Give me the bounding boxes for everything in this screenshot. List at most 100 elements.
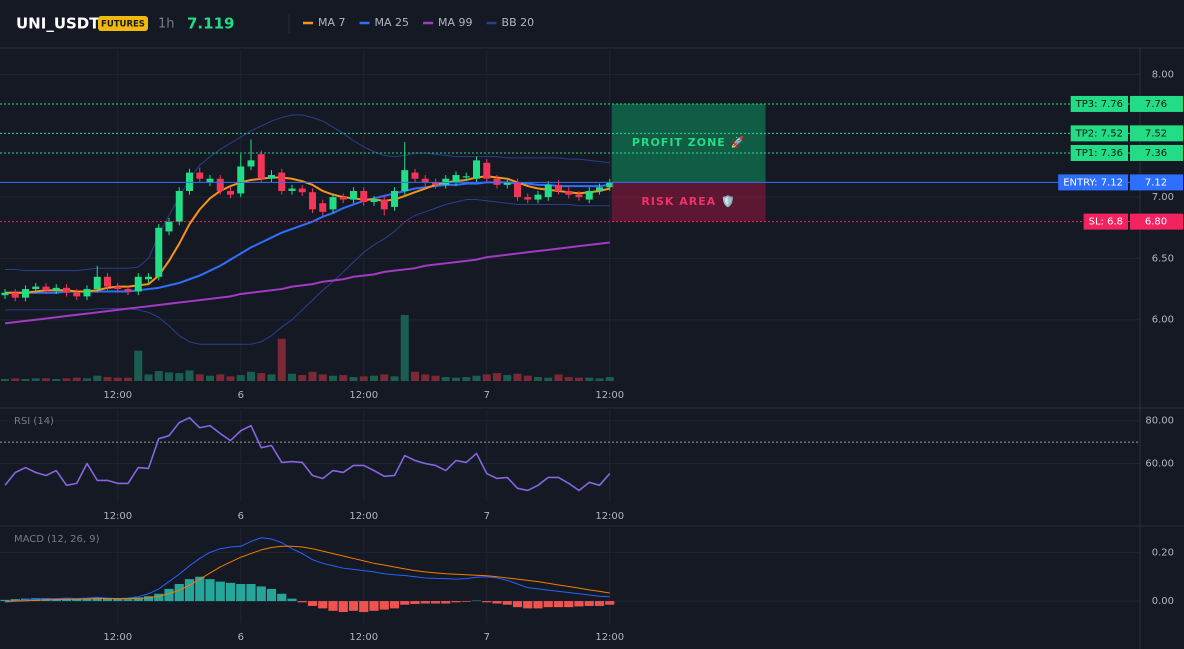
macd-line bbox=[4, 537, 610, 603]
histogram-bar bbox=[307, 601, 318, 606]
volume-bar bbox=[493, 373, 501, 381]
histogram-bar bbox=[400, 601, 410, 605]
histogram-bar bbox=[123, 599, 133, 602]
volume-bar bbox=[605, 377, 614, 381]
chart-content: 12:00 6 12:00 7 12:00 6.00 6.50 7.00 8.00 PROFIT … bbox=[0, 50, 1183, 643]
histogram-bar bbox=[143, 596, 154, 602]
candle-body bbox=[32, 286, 40, 290]
histogram-bar bbox=[420, 601, 430, 604]
candle-body bbox=[227, 190, 234, 195]
histogram-bar bbox=[154, 593, 164, 602]
candle-body bbox=[42, 286, 50, 291]
volume-bar bbox=[154, 371, 163, 381]
histogram-bar bbox=[389, 601, 400, 609]
volume-bar bbox=[523, 375, 532, 381]
histogram-bar bbox=[164, 588, 174, 602]
volume-bar bbox=[52, 379, 61, 381]
volume-bar bbox=[318, 374, 327, 381]
x-tick-label: 12:00 bbox=[595, 511, 624, 522]
volume-bar bbox=[349, 377, 358, 381]
histogram-bar bbox=[430, 601, 441, 604]
histogram-bar bbox=[512, 601, 523, 608]
histogram-bar bbox=[543, 601, 553, 608]
histogram-bar bbox=[482, 601, 492, 603]
x-tick-label: 7 bbox=[484, 632, 490, 643]
candle-body bbox=[196, 172, 204, 179]
histogram-bar bbox=[246, 584, 256, 602]
zone bbox=[611, 182, 766, 222]
histogram-bar bbox=[574, 601, 584, 607]
candle-body bbox=[411, 172, 419, 179]
candle-body bbox=[73, 292, 81, 297]
candle-body bbox=[175, 190, 183, 222]
histogram-bar bbox=[10, 599, 20, 602]
legend-label: MA 25 bbox=[375, 16, 410, 29]
level-label-bg bbox=[1070, 125, 1128, 142]
candle-body bbox=[555, 184, 562, 191]
candle-body bbox=[493, 178, 501, 185]
level-label: ENTRY: 7.12 bbox=[1063, 177, 1123, 188]
candle-body bbox=[319, 203, 327, 212]
volume-bar bbox=[236, 375, 245, 381]
candle-body bbox=[360, 190, 368, 203]
volume-bar bbox=[400, 315, 409, 381]
candle-body bbox=[534, 194, 542, 200]
x-tick-label: 6 bbox=[238, 632, 244, 643]
candle-body bbox=[370, 199, 378, 203]
volume-bar bbox=[441, 377, 450, 381]
candle-body bbox=[565, 190, 573, 195]
candle-body bbox=[514, 182, 521, 198]
histogram-bar bbox=[553, 601, 564, 608]
histogram-bar bbox=[287, 598, 297, 602]
volume-bar bbox=[206, 375, 214, 381]
candle-body bbox=[288, 188, 296, 191]
volume-bar bbox=[216, 374, 225, 381]
histogram-bar bbox=[441, 601, 451, 604]
candle-body bbox=[391, 190, 398, 207]
ma-line bbox=[5, 175, 610, 294]
x-tick-label: 12:00 bbox=[349, 390, 378, 401]
volume-bar bbox=[113, 377, 122, 381]
volume-bar bbox=[31, 378, 40, 381]
level-label: TP3: 7.76 bbox=[1075, 99, 1123, 110]
volume-bar bbox=[267, 374, 276, 381]
x-tick-label: 12:00 bbox=[103, 390, 132, 401]
volume-bar bbox=[452, 377, 460, 381]
volume-bar bbox=[472, 375, 481, 381]
histogram-bar bbox=[564, 601, 574, 608]
histogram-bar bbox=[297, 601, 307, 603]
volume-bar bbox=[575, 377, 583, 381]
y-tick-label: 60.00 bbox=[1145, 458, 1174, 469]
y-tick-label: 8.00 bbox=[1152, 70, 1174, 81]
level-label-bg bbox=[1083, 213, 1128, 230]
histogram-bar bbox=[184, 579, 195, 602]
x-tick-label: 12:00 bbox=[103, 632, 132, 643]
volume-bar bbox=[482, 374, 491, 381]
histogram-bar bbox=[502, 601, 512, 605]
level-value: 7.52 bbox=[1145, 128, 1167, 139]
volume-bar bbox=[411, 371, 419, 381]
histogram-bar bbox=[533, 601, 543, 609]
volume-bar bbox=[21, 379, 30, 381]
volume-bar bbox=[72, 377, 81, 381]
candle-body bbox=[186, 172, 193, 191]
histogram-bar bbox=[461, 601, 471, 602]
histogram-bar bbox=[102, 598, 113, 602]
level-value-bg bbox=[1130, 213, 1183, 230]
candle-body bbox=[22, 289, 29, 298]
histogram-bar bbox=[338, 601, 348, 613]
zone-label: RISK AREA 🛡️ bbox=[641, 195, 735, 208]
volume-bar bbox=[165, 372, 173, 381]
volume-bar bbox=[544, 377, 553, 381]
volume-bar bbox=[503, 375, 512, 381]
candle-body bbox=[339, 197, 347, 200]
pane-title: MACD (12, 26, 9) bbox=[14, 534, 100, 545]
histogram-bar bbox=[256, 586, 266, 602]
volume-bar bbox=[42, 378, 50, 381]
level-label: SL: 6.8 bbox=[1089, 217, 1123, 228]
volume-bar bbox=[462, 377, 471, 381]
histogram-bar bbox=[359, 601, 369, 613]
histogram-bar bbox=[318, 601, 328, 609]
histogram-bar bbox=[605, 601, 615, 605]
histogram-bar bbox=[492, 601, 502, 604]
